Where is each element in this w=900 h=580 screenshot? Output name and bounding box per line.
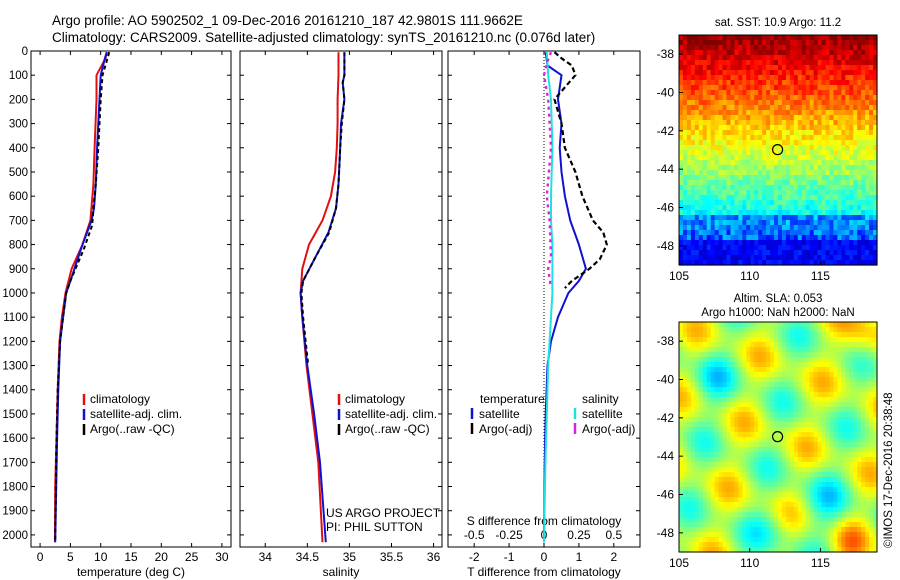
depth-tick-label: 2000 [2, 530, 28, 542]
pi-annotation: PI: PHIL SUTTON [326, 520, 423, 534]
depth-tick-label: 1900 [2, 506, 28, 518]
sst-map-frame [678, 34, 878, 266]
difference-xtick-label: 0 [541, 550, 548, 564]
salinity-xtick-label: 34 [259, 550, 273, 564]
depth-tick-label: 1400 [2, 385, 28, 397]
sla-map-xtick-label: 105 [669, 556, 689, 570]
temperature-xtick-label: 30 [215, 550, 229, 564]
salinity-legend-label: satellite-adj. clim. [345, 407, 437, 421]
sla-map-xtick-label: 110 [740, 556, 759, 570]
project-annotation: US ARGO PROJECT [326, 506, 441, 520]
salinity-xtick-label: 34.5 [296, 550, 320, 564]
temperature-argo-line [54, 51, 111, 543]
depth-tick-label: 1200 [2, 336, 28, 348]
sla-map-ytick-label: -46 [657, 488, 675, 502]
temperature-satellite-line [54, 51, 108, 543]
temperature-xtick-label: 5 [67, 550, 74, 564]
sst-map-xtick-label: 115 [811, 269, 830, 283]
temperature-xtick-label: 25 [185, 550, 199, 564]
salinity-xtick-label: 35.5 [380, 550, 404, 564]
temperature-xtick-label: 15 [124, 550, 138, 564]
depth-tick-label: 100 [9, 70, 28, 82]
sst-map-ytick-label: -38 [657, 47, 675, 61]
salinity-climatology-line [299, 52, 340, 543]
figure-header: Argo profile: AO 5902502_1 09-Dec-2016 2… [52, 12, 595, 46]
depth-tick-label: 600 [9, 191, 28, 203]
depth-tick-label: 0 [22, 46, 28, 58]
sla-map-frame [678, 321, 878, 553]
depth-tick-label: 500 [9, 167, 28, 179]
sst-map-ytick-label: -42 [657, 124, 675, 138]
depth-tick-label: 1300 [2, 361, 28, 373]
salinity-xtick-label: 36 [427, 550, 441, 564]
depth-tick-label: 1500 [2, 409, 28, 421]
depth-tick-label: 300 [9, 119, 28, 131]
salinity-diff-tick-label: 0.25 [567, 528, 591, 542]
depth-tick-label: 1000 [2, 288, 28, 300]
sla-map-argo-marker [771, 431, 784, 443]
sla-map-title: Altim. SLA: 0.053 [734, 293, 823, 305]
depth-tick-label: 200 [9, 94, 28, 106]
sst-map-ytick-label: -48 [657, 239, 675, 253]
sst-map [679, 35, 878, 266]
difference-xtick-label: -1 [504, 550, 515, 564]
salinity-diff-tick-label: -0.5 [464, 528, 485, 542]
salinity-diff-tick-label: 0.5 [605, 528, 622, 542]
sst-map-ytick-label: -40 [657, 86, 675, 100]
depth-tick-label: 700 [9, 215, 28, 227]
temperature-xtick-label: 20 [155, 550, 169, 564]
depth-tick-label: 1100 [3, 312, 28, 324]
diff-legend-heading: temperature [480, 392, 545, 406]
sla-map-ytick-label: -48 [657, 526, 675, 540]
sst-map-argo-marker [771, 144, 784, 156]
temperature-xlabel: temperature (deg C) [77, 565, 185, 579]
salinity-diff-tick-label: -0.25 [495, 528, 523, 542]
salinity-argo-line [300, 52, 346, 366]
sla-map-xtick-label: 115 [811, 556, 830, 570]
depth-tick-label: 900 [9, 264, 28, 276]
sst-map-xtick-label: 105 [669, 269, 689, 283]
header-line-1: Argo profile: AO 5902502_1 09-Dec-2016 2… [52, 13, 523, 28]
temperature-legend-label: climatology [90, 392, 150, 406]
difference-xtick-label: 1 [576, 550, 583, 564]
diff-legend-label: Argo(-adj) [582, 422, 635, 436]
sal-diff-argo-line [542, 51, 553, 289]
salinity-legend-label: climatology [345, 392, 405, 406]
sst-map-ytick-label: -44 [657, 162, 675, 176]
temperature-legend-label: Argo(..raw -QC) [90, 422, 175, 436]
diff-legend-label: Argo(-adj) [479, 422, 532, 436]
sal-diff-satellite-line [543, 52, 554, 543]
difference-xtick-label: -2 [469, 550, 480, 564]
imos-timestamp-label: ©IMOS 17-Dec-2016 20:38:48 [883, 392, 895, 548]
sla-map [679, 322, 878, 553]
depth-tick-label: 1800 [2, 482, 28, 494]
sla-map-ytick-label: -38 [657, 334, 675, 348]
sla-map-ytick-label: -42 [657, 411, 675, 425]
diff-legend-label: satellite [479, 407, 520, 421]
sst-map-title: sat. SST: 10.9 Argo: 11.2 [715, 17, 841, 29]
depth-tick-label: 1600 [2, 433, 28, 445]
sla-map-ytick-label: -44 [657, 449, 675, 463]
depth-tick-label: 1700 [2, 457, 28, 469]
difference-xtick-label: 2 [610, 550, 617, 564]
temperature-xtick-label: 10 [94, 550, 108, 564]
temperature-frame [30, 50, 232, 548]
temp-diff-argo-line [553, 51, 608, 289]
diff-legend-heading: salinity [582, 392, 619, 406]
diff-legend-label: satellite [582, 407, 623, 421]
sla-map-ytick-label: -40 [657, 373, 675, 387]
salinity-legend-label: Argo(..raw -QC) [345, 422, 430, 436]
salinity-xtick-label: 35 [343, 550, 357, 564]
sst-map-xtick-label: 110 [740, 269, 759, 283]
temperature-legend-label: satellite-adj. clim. [90, 407, 182, 421]
sst-map-ytick-label: -46 [657, 201, 675, 215]
difference-xlabel: T difference from climatology [467, 565, 621, 579]
depth-tick-label: 800 [9, 240, 28, 252]
sla-map-subtitle: Argo h1000: NaN h2000: NaN [701, 307, 854, 319]
salinity-xlabel: salinity [323, 565, 360, 579]
depth-tick-label: 400 [9, 143, 28, 155]
header-line-2: Climatology: CARS2009. Satellite-adjuste… [52, 30, 596, 45]
temperature-xtick-label: 0 [37, 550, 44, 564]
